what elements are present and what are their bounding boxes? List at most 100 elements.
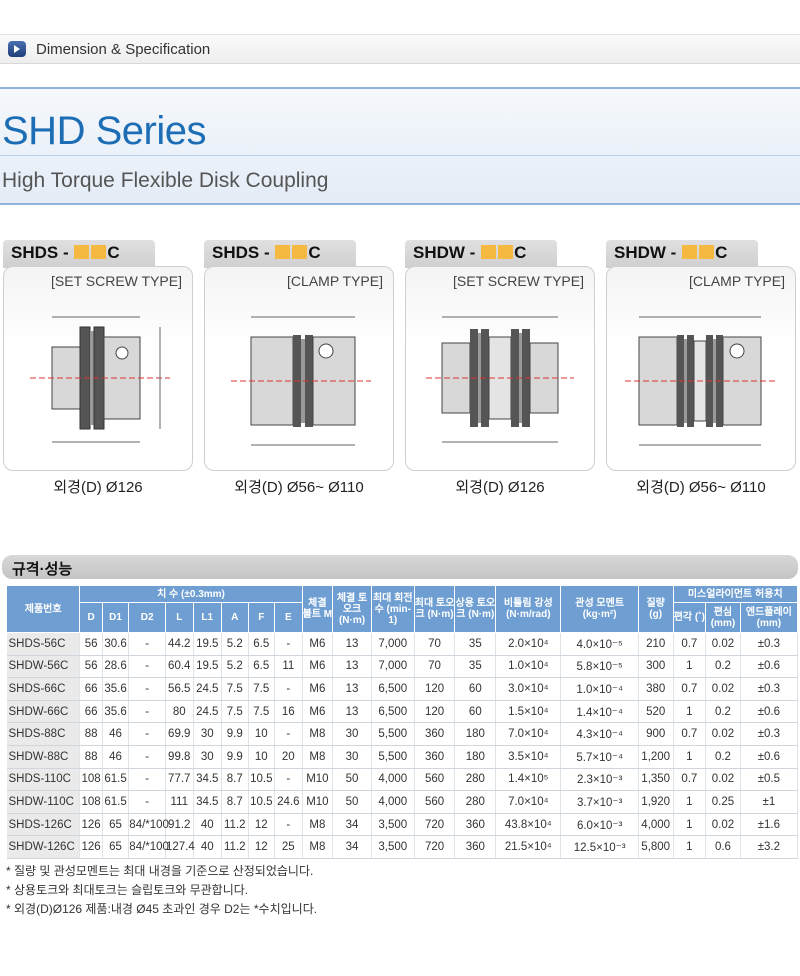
table-cell: 6,500 [371, 700, 415, 724]
col-header-torsional-stiffness: 비틀림 강성 (N·m/rad) [495, 585, 562, 633]
spec-table: 제품번호 치 수 (±0.3mm) 체결 볼트 M 체결 토오크 (N·m) 최… [5, 585, 799, 859]
table-cell: 84/*100 [128, 835, 169, 859]
table-cell: 120 [414, 700, 456, 724]
spec-section-title: 규격·성능 [12, 561, 73, 578]
table-cell: 280 [454, 768, 497, 792]
table-cell: 1 [673, 790, 707, 814]
table-cell: 900 [638, 722, 674, 746]
series-subtitle: High Torque Flexible Disk Coupling [2, 169, 329, 192]
table-cell: 56 [79, 655, 103, 679]
table-cell: 0.2 [705, 745, 741, 769]
placeholder-square-icon [699, 245, 715, 259]
table-cell: 7.5 [221, 700, 249, 724]
table-cell: 1,200 [638, 745, 674, 769]
col-header-parallel: 편심 (mm) [705, 602, 741, 633]
table-cell: 13 [332, 632, 372, 656]
table-cell: - [128, 768, 166, 792]
table-cell: 520 [638, 700, 674, 724]
table-cell: 25 [274, 835, 303, 859]
title-divider [0, 155, 800, 156]
table-cell: 5.7×10⁻⁴ [560, 745, 639, 769]
table-cell: ±1.6 [740, 813, 799, 837]
table-cell: 66 [79, 677, 103, 701]
table-cell: - [128, 745, 166, 769]
section-header-label: Dimension & Specification [36, 41, 211, 58]
col-header-L: L [164, 602, 194, 633]
card-code-suffix: C [715, 243, 728, 262]
section-header: Dimension & Specification [0, 34, 800, 64]
table-cell: 5,800 [638, 835, 674, 859]
table-cell: 9.9 [221, 722, 249, 746]
table-cell: 1.0×10⁻⁴ [560, 677, 639, 701]
table-cell: 560 [414, 790, 456, 814]
col-header-D2: D2 [128, 602, 166, 633]
table-cell: 77.7 [165, 768, 194, 792]
col-header-D: D [79, 602, 103, 633]
series-title: SHD Series [2, 109, 206, 153]
table-cell-model: SHDW-56C [6, 655, 81, 679]
table-cell: 35.6 [102, 700, 130, 724]
table-cell: 40 [193, 813, 223, 837]
table-cell: 60 [454, 677, 497, 701]
col-header-endplay: 엔드플레이 (mm) [739, 602, 799, 633]
table-cell: 84/*100 [128, 813, 169, 837]
table-cell-model: SHDS-66C [6, 677, 81, 701]
card-tab: SHDW - C [405, 240, 557, 268]
table-cell: 5.2 [221, 655, 249, 679]
table-cell: 7.5 [248, 700, 276, 724]
table-cell: M6 [302, 677, 334, 701]
table-cell: 13 [332, 700, 372, 724]
table-cell: - [128, 677, 166, 701]
coupling-drawing-icon [30, 316, 170, 443]
table-cell: 1.5×10⁴ [495, 700, 562, 724]
table-cell: 1.4×10⁻⁴ [560, 700, 639, 724]
col-header-rated-torque: 상용 토오크 (N·m) [454, 585, 497, 633]
table-cell: 380 [638, 677, 674, 701]
table-cell: 1 [673, 835, 707, 859]
table-cell: 6.5 [248, 632, 276, 656]
col-header-bolt: 체결 볼트 M [301, 585, 334, 633]
table-cell: 0.02 [705, 813, 741, 837]
table-cell: - [274, 813, 303, 837]
table-row: SHDW-110C 108 61.5-111 34.5 8.7 10.5 24.6 M10 50… [6, 790, 799, 814]
table-cell: 24.5 [193, 677, 223, 701]
table-cell: 65 [102, 813, 130, 837]
table-cell: 70 [414, 655, 456, 679]
table-cell: 30 [193, 722, 223, 746]
table-cell: - [128, 722, 166, 746]
table-cell: 46 [102, 722, 130, 746]
table-cell: 0.02 [705, 722, 741, 746]
table-cell: 10.5 [248, 790, 276, 814]
card-type-label: [CLAMP TYPE] [287, 273, 383, 289]
footnote: * 상용토크와 최대토크는 슬립토크와 무관합니다. [6, 883, 249, 897]
table-cell: ±0.6 [740, 655, 799, 679]
outer-diameter-label: 외경(D) Ø56~ Ø110 [636, 479, 766, 496]
card-type-label: [SET SCREW TYPE] [453, 273, 584, 289]
table-cell: 3.7×10⁻³ [560, 790, 639, 814]
table-cell: 360 [454, 813, 497, 837]
table-cell: 7.5 [248, 677, 276, 701]
table-cell: 0.7 [673, 632, 707, 656]
table-cell: 6.0×10⁻³ [560, 813, 639, 837]
table-cell: 9.9 [221, 745, 249, 769]
table-cell: 61.5 [102, 790, 130, 814]
table-cell: 0.02 [705, 632, 741, 656]
table-cell: 0.6 [705, 835, 741, 859]
table-cell: 88 [79, 745, 103, 769]
table-cell: 2.3×10⁻³ [560, 768, 639, 792]
table-cell: 4.3×10⁻⁴ [560, 722, 639, 746]
table-cell: 0.02 [705, 677, 741, 701]
table-cell: 7,000 [371, 632, 415, 656]
col-header-misalignment: 미스얼라이먼트 허용치 [672, 585, 799, 603]
card-tab: SHDS - C [3, 240, 155, 268]
table-cell: M10 [302, 768, 334, 792]
table-cell: 5,500 [371, 722, 415, 746]
table-cell: 70 [414, 632, 456, 656]
table-cell: 24.5 [193, 700, 223, 724]
table-cell: 360 [454, 835, 497, 859]
table-cell: 12 [248, 835, 276, 859]
table-cell: ±0.6 [740, 745, 799, 769]
coupling-drawing-icon [231, 316, 371, 446]
table-cell: 0.02 [705, 768, 741, 792]
table-cell: 30 [193, 745, 223, 769]
